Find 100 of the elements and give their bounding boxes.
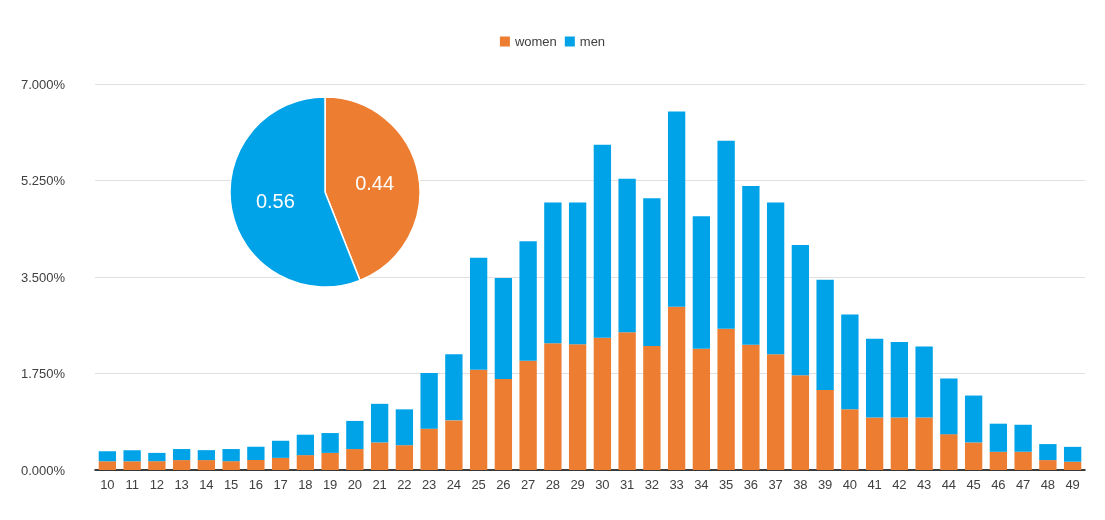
x-tick-label: 19: [322, 477, 338, 492]
x-tick-label: 47: [1015, 477, 1031, 492]
bar: [148, 452, 166, 462]
bar: [469, 257, 488, 370]
y-tick-label: 5.250%: [20, 173, 66, 188]
bar: [890, 417, 909, 470]
bar: [123, 461, 141, 470]
x-tick-label: 12: [149, 477, 165, 492]
y-tick-label: 3.500%: [20, 269, 66, 285]
x-tick-label: 40: [842, 477, 858, 492]
bar: [1063, 446, 1082, 462]
bar: [321, 433, 339, 453]
bar: [865, 338, 884, 418]
bar: [841, 314, 859, 410]
bar: [544, 343, 562, 470]
x-tick-label: 11: [125, 477, 139, 492]
bar: [915, 346, 933, 418]
x-tick-label: 14: [199, 477, 214, 492]
y-tick-label: 7.000%: [20, 76, 66, 92]
x-tick-label: 46: [991, 477, 1006, 492]
bar: [172, 460, 191, 470]
bar: [420, 372, 438, 429]
bar: [940, 378, 958, 435]
bar: [791, 245, 810, 376]
bar: [123, 450, 141, 462]
bar: [346, 449, 364, 470]
bar: [618, 332, 636, 470]
bar: [964, 442, 983, 470]
bar: [717, 140, 735, 329]
x-tick-label: 27: [520, 477, 536, 492]
bar: [197, 460, 216, 470]
legend-label: women: [513, 34, 557, 49]
x-tick-label: 25: [471, 477, 486, 492]
bar: [742, 186, 760, 345]
x-tick-label: 17: [273, 477, 288, 492]
x-tick-label: 10: [100, 477, 115, 492]
x-tick-label: 48: [1040, 477, 1056, 492]
bar: [271, 457, 290, 470]
x-tick-label: 35: [718, 477, 734, 492]
bar: [816, 390, 834, 470]
bar: [766, 202, 785, 355]
x-tick-label: 13: [174, 477, 189, 492]
data-label: 0.44: [355, 171, 395, 194]
bar: [692, 216, 711, 349]
bar: [940, 434, 958, 470]
bar: [420, 428, 438, 470]
x-tick-label: 20: [347, 477, 363, 492]
y-tick-label: 0.000%: [20, 462, 66, 478]
x-tick-label: 26: [496, 477, 511, 492]
bar: [1014, 451, 1032, 470]
bar: [519, 360, 537, 470]
x-tick-label: 32: [644, 477, 660, 492]
bar: [469, 369, 488, 470]
x-tick-label: 24: [446, 477, 462, 492]
bar: [618, 178, 636, 333]
bar: [197, 450, 216, 461]
x-tick-label: 15: [223, 477, 239, 492]
x-tick-label: 36: [743, 477, 759, 492]
bar: [1063, 461, 1082, 470]
x-tick-label: 41: [867, 477, 882, 492]
x-tick-label: 29: [570, 477, 585, 492]
bar: [643, 198, 661, 346]
bar: [964, 395, 983, 443]
bar: [692, 348, 711, 470]
bar: [544, 202, 562, 344]
bar: [370, 403, 389, 443]
bar: [989, 451, 1008, 470]
bar: [395, 409, 414, 446]
bar: [766, 354, 785, 470]
bar: [915, 417, 933, 470]
bar: [841, 409, 859, 470]
bar: [395, 445, 414, 470]
x-tick-label: 16: [248, 477, 264, 492]
bar: [1014, 424, 1032, 452]
x-tick-label: 37: [768, 477, 783, 492]
x-tick-label: 31: [619, 477, 635, 492]
x-tick-label: 42: [892, 477, 907, 492]
data-label: 0.56: [255, 190, 295, 213]
x-tick-label: 23: [421, 477, 437, 492]
x-tick-label: 38: [793, 477, 808, 492]
bar: [98, 461, 117, 470]
x-tick-label: 33: [669, 477, 684, 492]
x-tick-label: 18: [298, 477, 313, 492]
bar: [321, 452, 339, 470]
bar: [296, 434, 315, 456]
bar: [989, 423, 1008, 452]
bar: [172, 449, 191, 461]
bar: [593, 144, 612, 338]
bar: [445, 420, 463, 470]
bar: [98, 451, 117, 462]
bar: [222, 449, 240, 462]
bar: [370, 442, 389, 470]
bar: [494, 278, 513, 380]
y-tick-label: 1.750%: [20, 366, 66, 381]
bar: [247, 460, 265, 470]
bar: [890, 342, 909, 418]
bar: [791, 375, 810, 470]
bar: [593, 337, 612, 470]
bar: [717, 328, 735, 470]
bar: [667, 111, 686, 307]
